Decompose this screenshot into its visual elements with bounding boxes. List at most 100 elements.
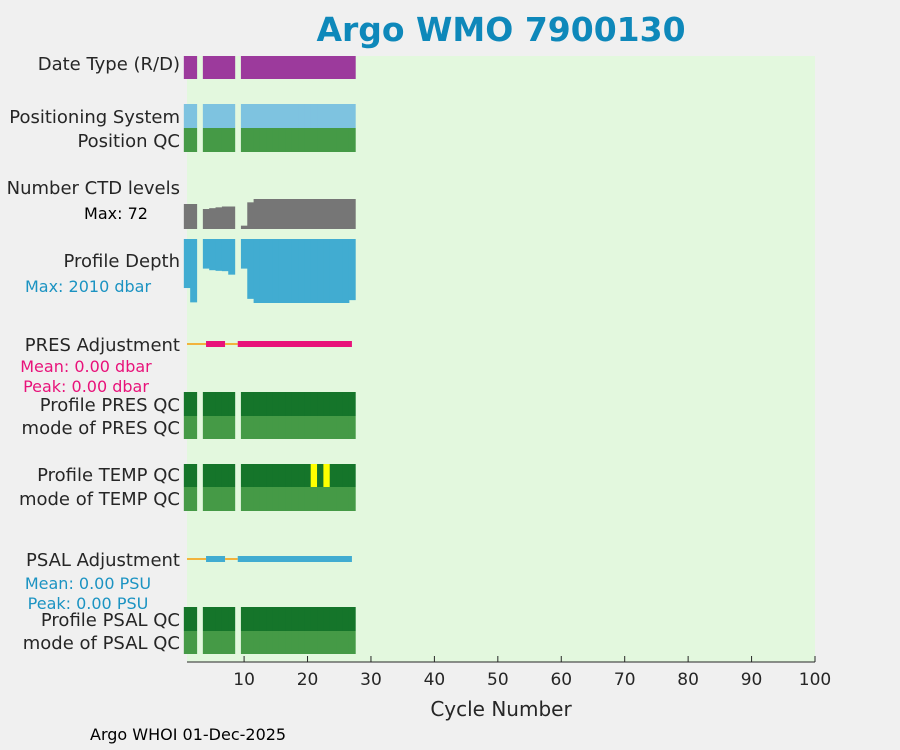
- cell-position_qc: [221, 128, 229, 152]
- cell-profile_psal_qc: [336, 607, 344, 631]
- cell-date_type: [183, 56, 191, 79]
- cell-mode_psal_qc: [348, 631, 356, 654]
- cell-mode_pres_qc: [304, 416, 312, 439]
- cell-positioning: [317, 104, 324, 128]
- cell-mode_pres_qc: [221, 416, 229, 439]
- x-tick-label: 90: [741, 670, 763, 690]
- cell-profile_pres_qc: [228, 392, 236, 416]
- cell-positioning: [240, 104, 248, 128]
- bar-profile_depth: [247, 239, 255, 299]
- cell-mode_pres_qc: [247, 416, 255, 439]
- cell-positioning: [202, 104, 210, 128]
- x-tick-label: 100: [799, 670, 831, 690]
- cell-mode_psal_qc: [202, 631, 210, 654]
- bar-ctd_levels: [329, 199, 337, 229]
- cell-profile_temp_qc: [304, 464, 312, 487]
- cell-profile_pres_qc: [247, 392, 255, 416]
- cell-mode_psal_qc: [310, 631, 318, 654]
- cell-date_type: [190, 56, 198, 79]
- bar-ctd_levels: [317, 199, 324, 229]
- cell-positioning: [298, 104, 305, 128]
- bar-profile_depth: [221, 239, 229, 272]
- cell-profile_pres_qc: [221, 392, 229, 416]
- footer-credit: Argo WHOI 01-Dec-2025: [90, 725, 287, 744]
- cell-mode_temp_qc: [209, 487, 217, 511]
- cell-mode_psal_qc: [215, 631, 223, 654]
- cell-mode_psal_qc: [317, 631, 324, 654]
- cell-position_qc: [291, 128, 299, 152]
- row-label-psal_adj: PSAL Adjustment: [26, 550, 180, 571]
- cell-mode_temp_qc: [291, 487, 299, 511]
- cell-mode_temp_qc: [183, 487, 191, 511]
- bar-profile_depth: [323, 239, 331, 303]
- cell-date_type: [329, 56, 337, 79]
- cell-profile_psal_qc: [291, 607, 299, 631]
- cell-date_type: [298, 56, 305, 79]
- bar-profile_depth: [348, 239, 356, 301]
- cell-mode_psal_qc: [285, 631, 293, 654]
- segment-pres_adj: [237, 341, 352, 347]
- cell-profile_psal_qc: [342, 607, 350, 631]
- cell-date_type: [253, 56, 261, 79]
- cell-mode_pres_qc: [291, 416, 299, 439]
- cell-profile_psal_qc: [183, 607, 191, 631]
- cell-mode_pres_qc: [259, 416, 267, 439]
- cell-positioning: [247, 104, 255, 128]
- bar-profile_depth: [253, 239, 261, 303]
- cell-position_qc: [336, 128, 344, 152]
- bar-profile_depth: [209, 239, 217, 271]
- bar-ctd_levels: [183, 204, 191, 229]
- cell-profile_temp_qc: [298, 464, 305, 487]
- bar-profile_depth: [336, 239, 344, 303]
- cell-positioning: [291, 104, 299, 128]
- cell-mode_temp_qc: [221, 487, 229, 511]
- cell-mode_psal_qc: [272, 631, 280, 654]
- cell-mode_pres_qc: [272, 416, 280, 439]
- row-label-profile_psal_qc: Profile PSAL QC: [41, 610, 180, 631]
- cell-mode_psal_qc: [278, 631, 286, 654]
- cell-position_qc: [253, 128, 261, 152]
- bar-profile_depth: [310, 239, 318, 303]
- cell-profile_pres_qc: [278, 392, 286, 416]
- cell-mode_psal_qc: [240, 631, 248, 654]
- cell-profile_psal_qc: [228, 607, 236, 631]
- cell-position_qc: [317, 128, 324, 152]
- x-tick-label: 20: [297, 670, 319, 690]
- row-note-psal_adj: Mean: 0.00 PSU: [25, 574, 151, 593]
- cell-positioning: [215, 104, 223, 128]
- bar-ctd_levels: [228, 206, 236, 229]
- bar-ctd_levels: [278, 199, 286, 229]
- cell-profile_pres_qc: [266, 392, 274, 416]
- cell-positioning: [329, 104, 337, 128]
- cell-date_type: [323, 56, 331, 79]
- cell-mode_temp_qc: [323, 487, 331, 511]
- segment-pres_adj: [187, 343, 207, 345]
- cell-profile_psal_qc: [285, 607, 293, 631]
- cell-mode_pres_qc: [323, 416, 331, 439]
- cell-mode_psal_qc: [221, 631, 229, 654]
- cell-position_qc: [209, 128, 217, 152]
- cell-mode_psal_qc: [329, 631, 337, 654]
- cell-mode_pres_qc: [190, 416, 198, 439]
- cell-profile_temp_qc: [221, 464, 229, 487]
- cell-positioning: [310, 104, 318, 128]
- cell-position_qc: [310, 128, 318, 152]
- cell-position_qc: [278, 128, 286, 152]
- cell-position_qc: [342, 128, 350, 152]
- bar-ctd_levels: [221, 206, 229, 229]
- cell-profile_pres_qc: [317, 392, 324, 416]
- cell-profile_temp_qc: [247, 464, 255, 487]
- row-label-mode_psal_qc: mode of PSAL QC: [23, 633, 180, 654]
- cell-positioning: [228, 104, 236, 128]
- cell-date_type: [310, 56, 318, 79]
- cell-positioning: [253, 104, 261, 128]
- cell-mode_psal_qc: [342, 631, 350, 654]
- cell-position_qc: [304, 128, 312, 152]
- cell-profile_pres_qc: [304, 392, 312, 416]
- cell-mode_temp_qc: [304, 487, 312, 511]
- cell-mode_temp_qc: [310, 487, 318, 511]
- cell-profile_psal_qc: [247, 607, 255, 631]
- x-tick-label: 50: [487, 670, 509, 690]
- cell-profile_psal_qc: [329, 607, 337, 631]
- cell-mode_pres_qc: [298, 416, 305, 439]
